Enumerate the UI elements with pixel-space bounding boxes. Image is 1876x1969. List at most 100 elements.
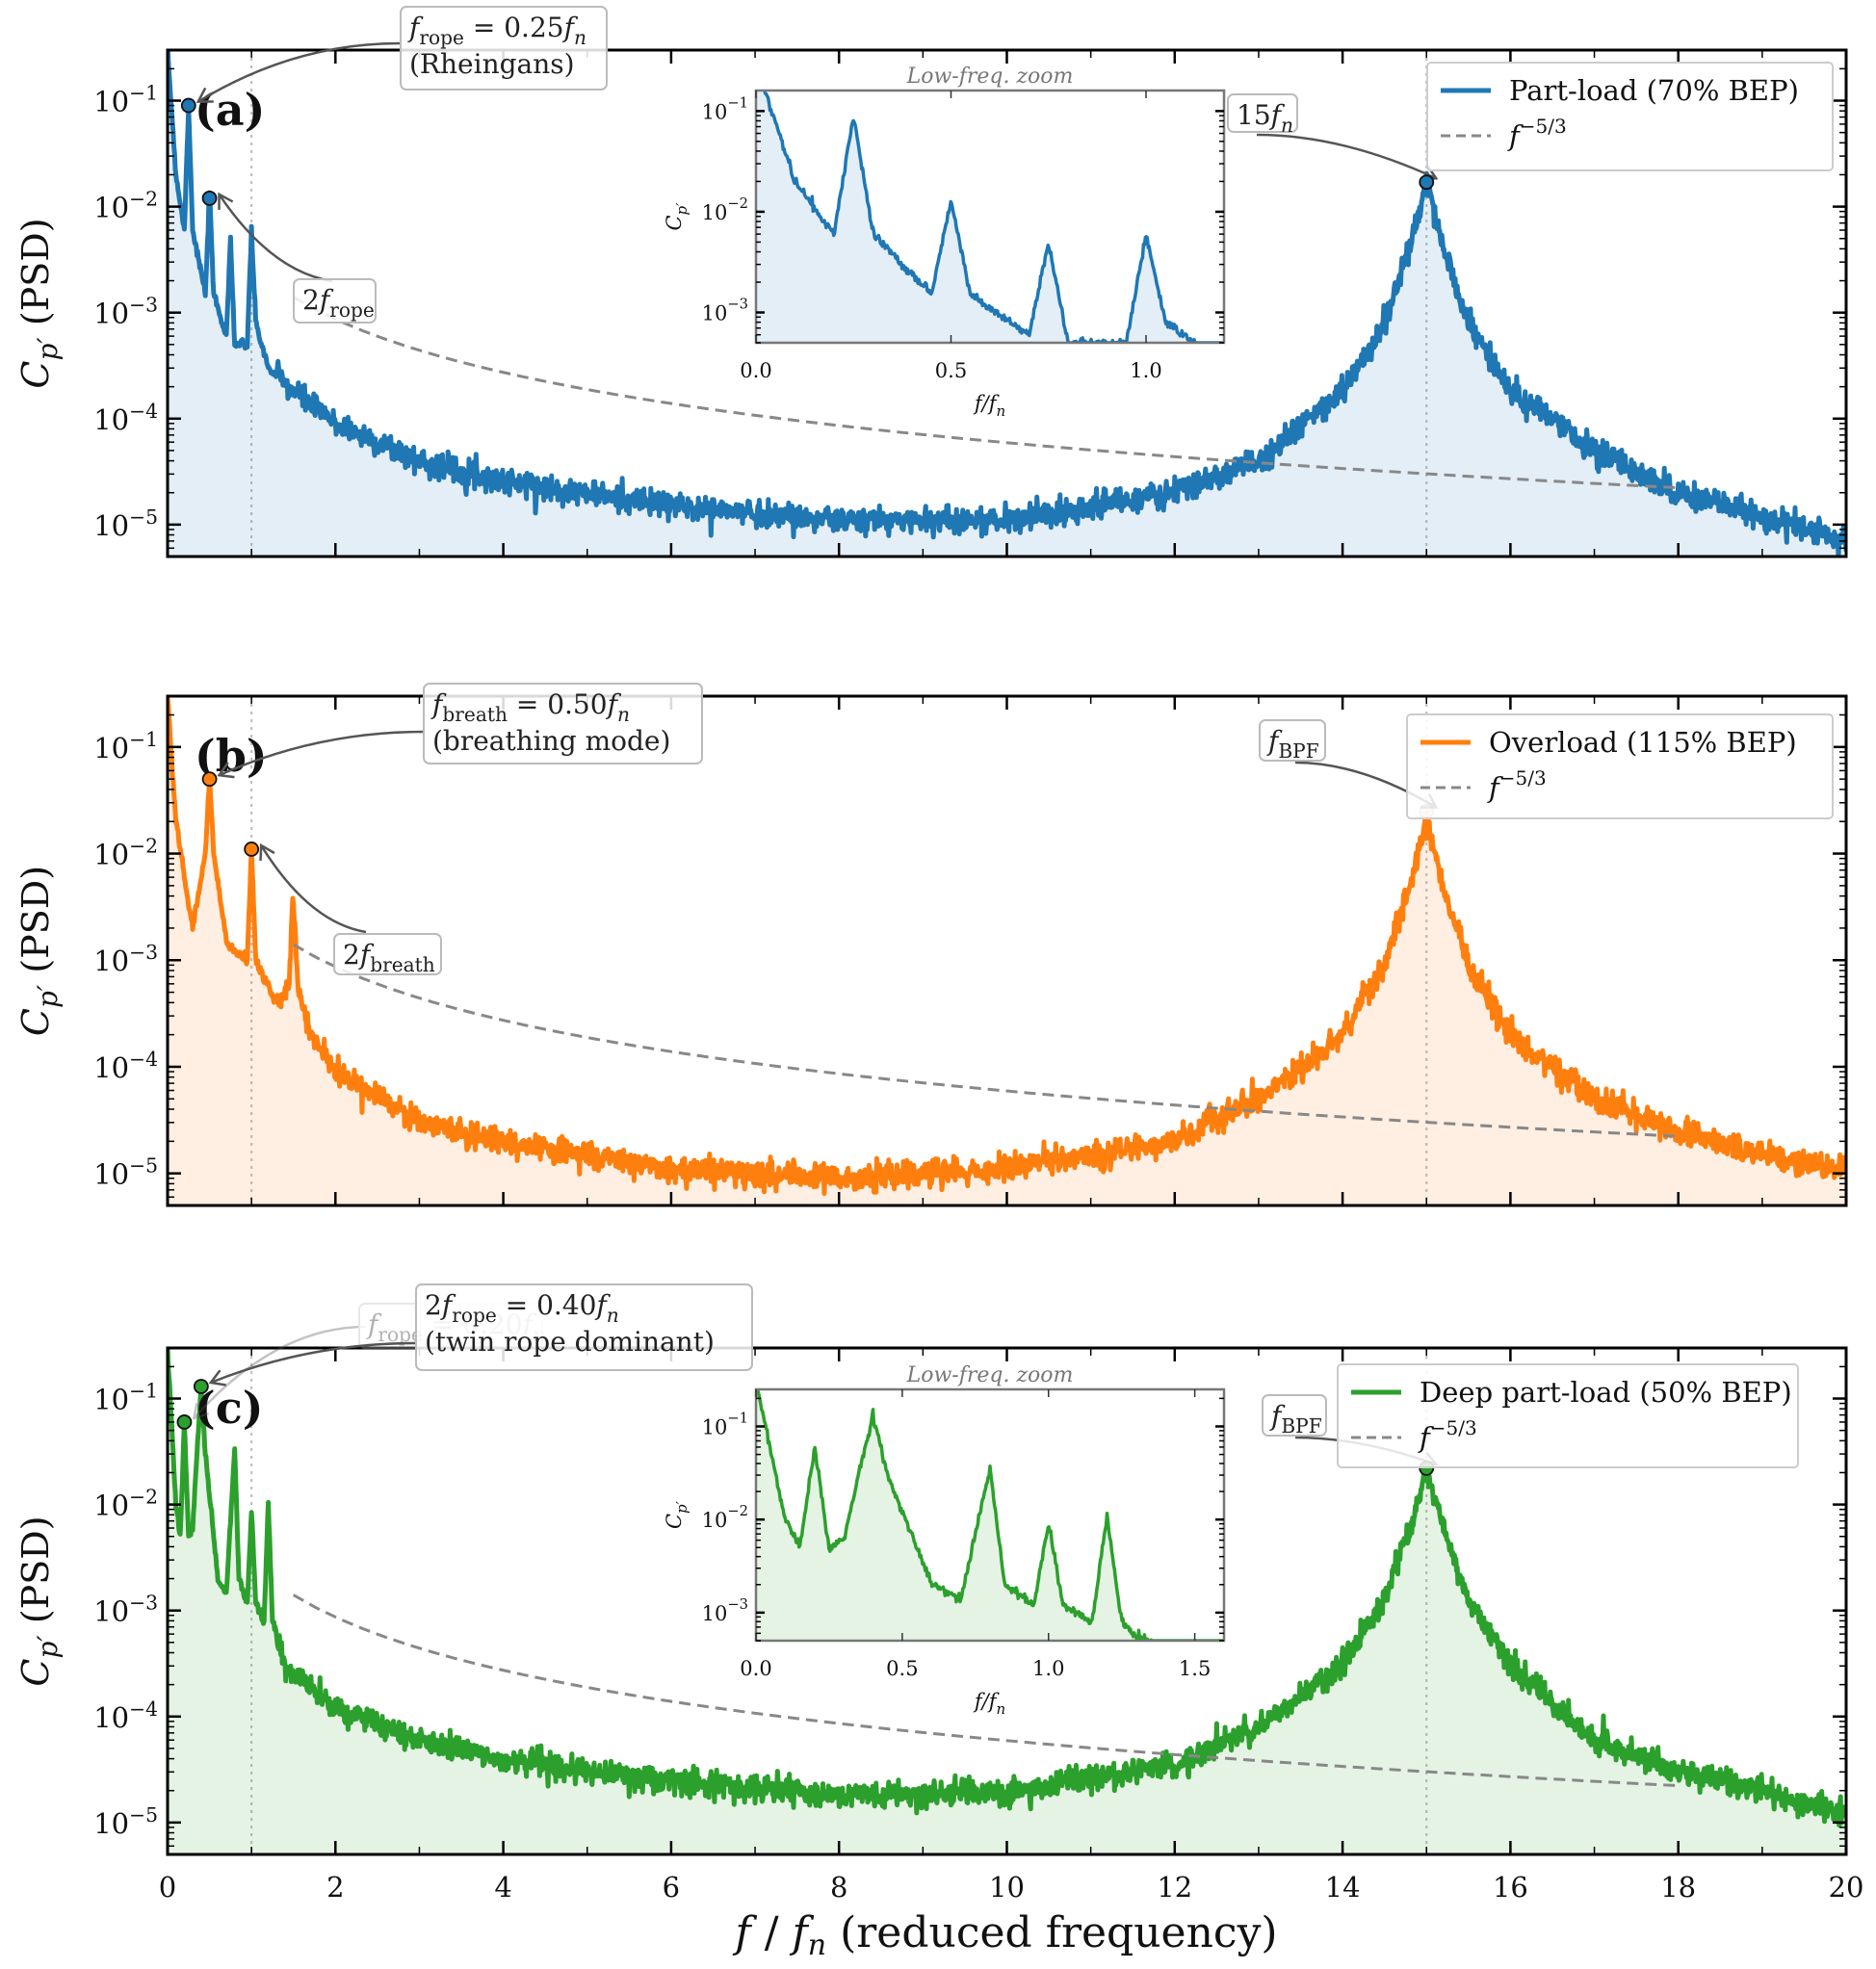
y-tick-label: 10−4 xyxy=(93,1048,158,1084)
tick-exponent: −5 xyxy=(129,1803,158,1827)
tick-base: 10 xyxy=(93,192,129,224)
peak-marker xyxy=(201,771,218,788)
annotation-box xyxy=(415,1283,753,1371)
inset-spectrum-fill xyxy=(756,91,1224,343)
inset-title: Low-freq. zoom xyxy=(906,65,1074,89)
text-part: n xyxy=(574,26,586,49)
text-part: = 0.25 xyxy=(464,12,564,43)
y-tick-label: 10−4 xyxy=(93,400,158,436)
inset-x-tick-label: 0.0 xyxy=(740,359,771,382)
annotation-box xyxy=(1259,719,1326,762)
inset-xlabel-sub: n xyxy=(996,402,1005,420)
peak-marker xyxy=(244,842,260,857)
y-tick-label: 10−3 xyxy=(93,941,158,977)
kolmogorov-reference-line xyxy=(292,1593,1679,1788)
inset-x-tick-label: 1.0 xyxy=(1130,359,1161,382)
annotation: fbreath = 0.50fn(breathing mode) xyxy=(217,683,703,779)
legend-label-spectrum: Overload (115% BEP) xyxy=(1489,726,1797,759)
tick-exponent: −5 xyxy=(129,1154,158,1178)
inset-spectrum-line xyxy=(756,1389,1224,1641)
inset-spectrum-fill xyxy=(756,1389,1224,1641)
tick-base: 10 xyxy=(93,839,129,871)
arrow-head xyxy=(217,762,235,779)
text-part: (breathing mode) xyxy=(432,725,670,757)
tick-exponent: −1 xyxy=(129,728,158,751)
annotation-box xyxy=(400,6,608,91)
text-part: BPF xyxy=(1281,1414,1321,1438)
inset-x-tick-label: 0.5 xyxy=(886,1657,918,1680)
annotation: fBPF xyxy=(1262,1394,1439,1469)
x-tick-label: 4 xyxy=(494,1871,511,1904)
inset-x-tick-label: 1.5 xyxy=(1179,1657,1211,1680)
x-tick-label: 20 xyxy=(1829,1871,1864,1904)
y-tick-label: 10−1 xyxy=(93,1380,158,1416)
kolmogorov-reference-line xyxy=(292,943,1679,1138)
tick-base: 10 xyxy=(93,1158,129,1191)
tick-exponent: −2 xyxy=(727,1503,748,1519)
tick-exponent: −2 xyxy=(129,1486,158,1509)
spectrum-fill xyxy=(168,696,1846,1205)
arrow-head xyxy=(192,1402,210,1420)
tick-label: 10−1 xyxy=(702,94,748,123)
panel-b: 10−110−210−310−410−5Cp′ (PSD)(b)fbreath … xyxy=(14,683,1848,1207)
tick-base: 10 xyxy=(93,1701,129,1734)
xlabel-slash: / xyxy=(751,1908,793,1957)
svg-text:f / fn (reduced frequency): f / fn (reduced frequency) xyxy=(732,1908,1277,1962)
y-tick-label: 10−3 xyxy=(93,294,158,330)
text-part: 2 xyxy=(425,1289,442,1321)
inset-background xyxy=(756,1389,1224,1641)
text-part: rope xyxy=(419,26,464,49)
xlabel-rest: (reduced frequency) xyxy=(826,1908,1277,1957)
tick-base: 10 xyxy=(93,1384,129,1416)
ylabel-sub: p′ xyxy=(32,1635,64,1659)
tick-label: 10−2 xyxy=(702,195,748,224)
y-tick-label: 10−5 xyxy=(93,505,158,542)
inset-x-tick-label: 0.0 xyxy=(740,1657,771,1680)
kolmogorov-reference-line xyxy=(292,296,1679,490)
inset-ylabel-main: C xyxy=(663,215,686,230)
x-axis-label: f / fn (reduced frequency) xyxy=(732,1908,1277,1962)
inset-background xyxy=(756,91,1224,343)
tick-exponent: −1 xyxy=(727,1410,748,1426)
tick-base: 10 xyxy=(702,201,728,224)
tick-base: 10 xyxy=(702,1415,728,1438)
tick-exponent: −2 xyxy=(129,835,158,858)
inset-plot xyxy=(756,91,1224,343)
annotation: 2frope xyxy=(218,192,377,324)
tick-exponent: −1 xyxy=(129,1380,158,1403)
inset-frame xyxy=(754,1387,1226,1643)
y-axis-label: Cp′ (PSD) xyxy=(14,218,64,388)
tick-base: 10 xyxy=(93,1490,129,1522)
annotation: 2fbreath xyxy=(259,842,442,976)
inset-ylabel-main: C xyxy=(663,1514,686,1529)
y-tick-label: 10−2 xyxy=(93,835,158,871)
x-tick-label: 12 xyxy=(1157,1871,1192,1904)
annotation-text: (breathing mode) xyxy=(432,725,670,757)
tick-base: 10 xyxy=(93,1595,129,1628)
tick-exponent: −4 xyxy=(129,400,158,423)
peak-marker xyxy=(193,1379,209,1394)
tick-exponent: −4 xyxy=(129,1048,158,1071)
arrow-head xyxy=(195,87,214,103)
y-tick-label: 10−5 xyxy=(93,1154,158,1191)
ylabel-main: C xyxy=(14,1659,57,1687)
text-part: n xyxy=(617,703,630,726)
legend-label-spectrum: Deep part-load (50% BEP) xyxy=(1420,1376,1792,1409)
y-axis-label: Cp′ (PSD) xyxy=(14,866,64,1036)
y-tick-label: 10−1 xyxy=(93,728,158,764)
text-part: 15 xyxy=(1237,99,1271,131)
inset-title: Low-freq. zoom xyxy=(906,1363,1074,1387)
x-tick-label: 2 xyxy=(326,1871,344,1904)
tick-exponent: −3 xyxy=(727,297,748,313)
annotation-box xyxy=(1262,1394,1327,1437)
ylabel-rest: (PSD) xyxy=(14,1516,57,1635)
y-tick-label: 10−5 xyxy=(93,1803,158,1840)
ylabel-rest: (PSD) xyxy=(14,218,57,337)
text-part: breath xyxy=(442,703,508,726)
tick-base: 10 xyxy=(93,1807,129,1840)
spectrum-line xyxy=(168,50,1846,557)
ylabel-main: C xyxy=(14,1008,57,1036)
x-tick-label: 16 xyxy=(1493,1871,1528,1904)
tick-label: 10−3 xyxy=(702,297,748,325)
tick-exponent: −3 xyxy=(129,1592,158,1615)
